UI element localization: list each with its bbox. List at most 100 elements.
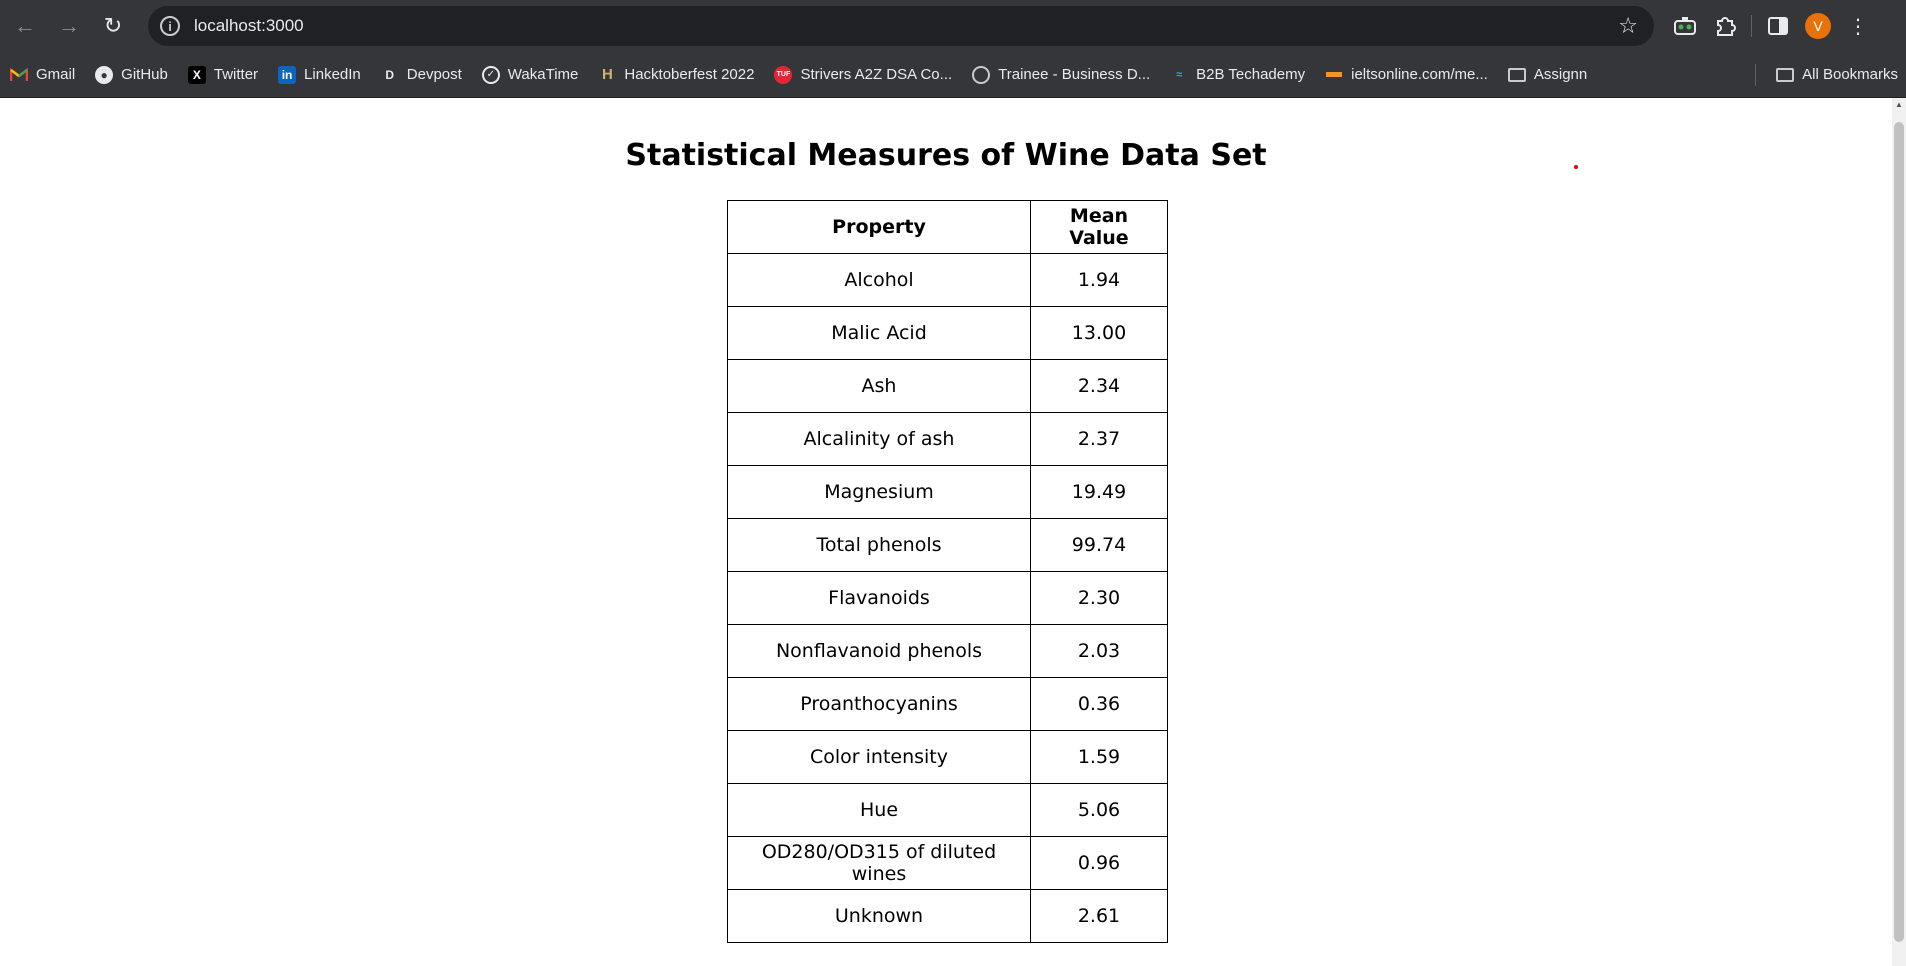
bookmarks-divider bbox=[1755, 63, 1757, 86]
devpost-icon: D bbox=[385, 67, 395, 82]
bookmark-strivers[interactable]: TUF Strivers A2Z DSA Co... bbox=[764, 60, 962, 90]
bookmark-folder-assignn[interactable]: Assignn bbox=[1498, 60, 1597, 90]
mean-value-cell: 2.03 bbox=[1030, 624, 1168, 678]
bookmark-github[interactable]: ● GitHub bbox=[85, 60, 178, 90]
bookmark-label: LinkedIn bbox=[304, 66, 361, 83]
mean-value-cell: 13.00 bbox=[1030, 306, 1168, 360]
bookmark-hacktoberfest[interactable]: H Hacktoberfest 2022 bbox=[588, 60, 764, 90]
tuf-icon: TUF bbox=[774, 65, 793, 84]
ielts-icon bbox=[1325, 66, 1343, 84]
scrollbar-thumb[interactable] bbox=[1894, 122, 1904, 942]
bookmark-twitter[interactable]: X Twitter bbox=[178, 60, 268, 90]
site-info-icon[interactable]: i bbox=[160, 16, 180, 36]
reload-icon[interactable]: ↻ bbox=[103, 13, 123, 38]
mean-value-cell: 2.30 bbox=[1030, 571, 1168, 625]
property-cell: Hue bbox=[727, 783, 1031, 837]
browser-toolbar: ← → ↻ i localhost:3000 ☆ V ⋮ bbox=[0, 0, 1906, 52]
table-header-row: Property Mean Value bbox=[727, 200, 1168, 254]
back-arrow-icon[interactable]: ← bbox=[14, 13, 36, 38]
table-row: Flavanoids 2.30 bbox=[727, 571, 1168, 625]
hacktoberfest-icon: H bbox=[601, 66, 613, 83]
red-dot-marker bbox=[1574, 165, 1578, 169]
all-bookmarks-button[interactable]: All Bookmarks bbox=[1766, 60, 1906, 90]
github-icon: ● bbox=[95, 65, 114, 84]
property-cell: Flavanoids bbox=[727, 571, 1031, 625]
bookmark-star-icon[interactable]: ☆ bbox=[1618, 13, 1638, 38]
address-bar[interactable]: i localhost:3000 ☆ bbox=[148, 6, 1654, 46]
bookmark-wakatime[interactable]: ✓ WakaTime bbox=[472, 60, 589, 90]
property-cell: Nonflavanoid phenols bbox=[727, 624, 1031, 678]
x-icon: X bbox=[187, 65, 206, 84]
table-row: Nonflavanoid phenols 2.03 bbox=[727, 624, 1168, 678]
vertical-scrollbar[interactable]: ▲ bbox=[1892, 98, 1906, 966]
bookmark-label: Gmail bbox=[36, 66, 76, 83]
url-text[interactable]: localhost:3000 bbox=[194, 16, 304, 35]
header-property: Property bbox=[727, 200, 1031, 254]
profile-avatar[interactable]: V bbox=[1798, 6, 1838, 46]
page-title: Statistical Measures of Wine Data Set bbox=[625, 138, 1267, 173]
bookmark-devpost[interactable]: D Devpost bbox=[371, 60, 472, 90]
mean-value-cell: 2.37 bbox=[1030, 412, 1168, 466]
mean-value-cell: 1.59 bbox=[1030, 730, 1168, 784]
toolbar-right-icons: V ⋮ bbox=[1665, 6, 1878, 46]
table-row: OD280/OD315 of diluted wines 0.96 bbox=[727, 836, 1168, 890]
bookmark-label: Hacktoberfest 2022 bbox=[624, 66, 755, 83]
header-mean-value: Mean Value bbox=[1030, 200, 1168, 254]
statistics-table: Property Mean Value Alcohol 1.94 Malic Ac… bbox=[727, 200, 1168, 943]
mean-value-cell: 0.96 bbox=[1030, 836, 1168, 890]
bookmark-gmail[interactable]: Gmail bbox=[0, 60, 85, 90]
side-panel-icon[interactable] bbox=[1758, 6, 1798, 46]
table-row: Alcalinity of ash 2.37 bbox=[727, 412, 1168, 466]
bookmarks-bar: Gmail ● GitHub X Twitter in LinkedIn D D… bbox=[0, 52, 1906, 98]
all-bookmarks-label: All Bookmarks bbox=[1802, 66, 1898, 83]
bookmark-label: Assignn bbox=[1533, 66, 1588, 83]
property-cell: Malic Acid bbox=[727, 306, 1031, 360]
bookmark-label: WakaTime bbox=[507, 66, 579, 83]
bookmark-label: Devpost bbox=[406, 66, 462, 83]
extension-badge-icon[interactable] bbox=[1665, 6, 1705, 46]
property-cell: Alcohol bbox=[727, 253, 1031, 307]
techademy-icon: ≈ bbox=[1176, 68, 1183, 81]
property-cell: Magnesium bbox=[727, 465, 1031, 519]
bookmark-label: GitHub bbox=[121, 66, 168, 83]
bookmark-label: Strivers A2Z DSA Co... bbox=[800, 66, 953, 83]
mean-value-cell: 19.49 bbox=[1030, 465, 1168, 519]
table-row: Unknown 2.61 bbox=[727, 889, 1168, 943]
mean-value-cell: 0.36 bbox=[1030, 677, 1168, 731]
mean-value-cell: 5.06 bbox=[1030, 783, 1168, 837]
bookmark-label: ieltsonline.com/me... bbox=[1351, 66, 1488, 83]
folder-icon bbox=[1776, 67, 1795, 82]
table-row: Ash 2.34 bbox=[727, 359, 1168, 413]
bookmark-b2b-techademy[interactable]: ≈ B2B Techademy bbox=[1160, 60, 1315, 90]
more-menu-icon[interactable]: ⋮ bbox=[1848, 15, 1868, 38]
scroll-up-arrow-icon[interactable]: ▲ bbox=[1895, 100, 1903, 109]
folder-icon bbox=[1507, 67, 1526, 82]
property-cell: Ash bbox=[727, 359, 1031, 413]
bookmark-label: Twitter bbox=[213, 66, 259, 83]
property-cell: Total phenols bbox=[727, 518, 1031, 572]
extensions-puzzle-icon[interactable] bbox=[1705, 6, 1745, 46]
table-row: Proanthocyanins 0.36 bbox=[727, 677, 1168, 731]
bookmark-ielts[interactable]: ieltsonline.com/me... bbox=[1315, 60, 1498, 90]
bookmark-label: B2B Techademy bbox=[1196, 66, 1306, 83]
forward-arrow-icon[interactable]: → bbox=[58, 13, 80, 38]
mean-value-cell: 99.74 bbox=[1030, 518, 1168, 572]
globe-icon bbox=[972, 65, 991, 84]
table-row: Malic Acid 13.00 bbox=[727, 306, 1168, 360]
table-row: Magnesium 19.49 bbox=[727, 465, 1168, 519]
toolbar-divider bbox=[1751, 15, 1752, 37]
bookmark-linkedin[interactable]: in LinkedIn bbox=[268, 60, 371, 90]
bookmark-trainee[interactable]: Trainee - Business D... bbox=[962, 60, 1160, 90]
mean-value-cell: 2.34 bbox=[1030, 359, 1168, 413]
table-row: Hue 5.06 bbox=[727, 783, 1168, 837]
property-cell: Color intensity bbox=[727, 730, 1031, 784]
table-row: Color intensity 1.59 bbox=[727, 730, 1168, 784]
property-cell: Unknown bbox=[727, 889, 1031, 943]
property-cell: OD280/OD315 of diluted wines bbox=[727, 836, 1031, 890]
property-cell: Proanthocyanins bbox=[727, 677, 1031, 731]
page-content: Statistical Measures of Wine Data Set Pr… bbox=[0, 98, 1906, 966]
table-row: Total phenols 99.74 bbox=[727, 518, 1168, 572]
property-cell: Alcalinity of ash bbox=[727, 412, 1031, 466]
gmail-icon bbox=[10, 66, 28, 84]
avatar-letter: V bbox=[1805, 13, 1831, 39]
